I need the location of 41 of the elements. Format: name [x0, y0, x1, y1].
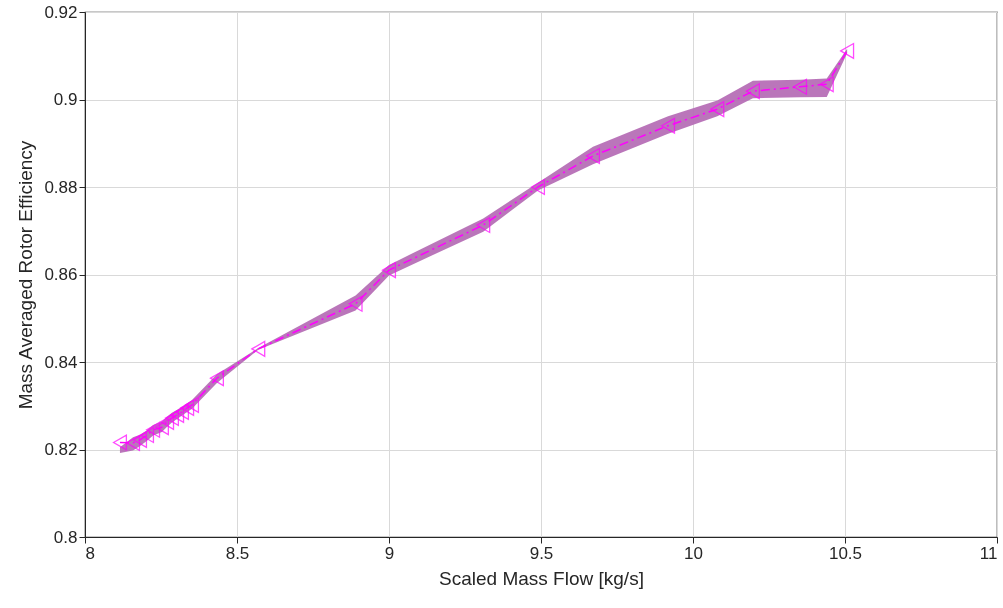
point — [840, 42, 855, 59]
x-axis-title: Scaled Mass Flow [kg/s] — [439, 567, 644, 589]
y-tick-label: 0.8 — [53, 527, 78, 547]
point — [530, 178, 546, 196]
point — [180, 399, 195, 416]
y-tick-label: 0.92 — [44, 2, 78, 22]
x-tick-label: 9 — [384, 543, 395, 563]
x-tick-label: 8 — [85, 543, 95, 563]
point — [112, 434, 128, 451]
point — [710, 101, 725, 118]
point — [174, 403, 190, 420]
point — [476, 217, 491, 234]
x-tick-label: 10.5 — [828, 543, 863, 563]
point — [154, 419, 169, 436]
point — [381, 262, 397, 279]
point — [139, 427, 155, 444]
point — [125, 434, 141, 451]
point — [745, 83, 760, 100]
y-tick-label: 0.86 — [44, 265, 78, 284]
point — [132, 431, 148, 448]
point — [348, 295, 363, 312]
x-tick-label: 8.5 — [225, 543, 250, 563]
point — [184, 396, 200, 413]
point — [661, 117, 676, 134]
point — [160, 413, 175, 430]
point — [209, 370, 225, 387]
y-tick-label: 0.88 — [44, 177, 78, 197]
y-tick-label: 0.84 — [44, 352, 78, 372]
y-tick-label: 0.9 — [53, 90, 78, 109]
point — [585, 147, 601, 164]
x-tick-label: 10 — [684, 543, 703, 563]
point — [170, 406, 185, 423]
x-tick-label: 11 — [979, 543, 998, 563]
point — [251, 340, 266, 357]
point — [792, 78, 808, 95]
point — [146, 421, 161, 438]
point — [164, 409, 180, 427]
y-axis-title: Mass Averaged Rotor Efficiency — [15, 140, 37, 410]
point — [819, 76, 834, 93]
y-tick-label: 0.82 — [44, 440, 78, 459]
x-tick-label: 9.5 — [529, 543, 554, 563]
